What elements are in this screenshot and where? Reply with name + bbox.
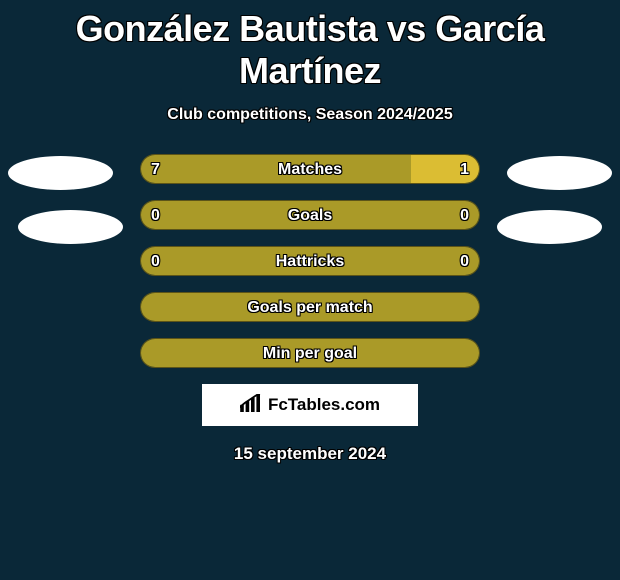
- stat-label: Goals: [141, 201, 479, 230]
- site-attribution: FcTables.com: [202, 384, 418, 426]
- stat-value-left: 0: [151, 201, 160, 230]
- stat-label: Hattricks: [141, 247, 479, 276]
- player-avatar-left-2: [18, 210, 123, 244]
- chart-icon: [240, 394, 262, 417]
- player-avatar-right-1: [507, 156, 612, 190]
- player-avatar-left-1: [8, 156, 113, 190]
- page-title: González Bautista vs García Martínez: [0, 0, 620, 92]
- comparison-bars: Matches71Goals00Hattricks00Goals per mat…: [140, 154, 480, 368]
- stat-label: Goals per match: [141, 293, 479, 322]
- stat-value-right: 0: [460, 201, 469, 230]
- stat-row: Goals0 0: [140, 200, 480, 230]
- stat-label: Matches: [141, 155, 479, 184]
- stat-value-left: 7: [151, 155, 160, 184]
- stat-row: Hattricks0 0: [140, 246, 480, 276]
- stat-value-left: 0: [151, 247, 160, 276]
- stat-label: Min per goal: [141, 339, 479, 368]
- stat-row: Min per goal: [140, 338, 480, 368]
- page-subtitle: Club competitions, Season 2024/2025: [0, 106, 620, 124]
- stat-value-right: 0: [460, 247, 469, 276]
- player-avatar-right-2: [497, 210, 602, 244]
- stat-row: Goals per match: [140, 292, 480, 322]
- comparison-content: Matches71Goals00Hattricks00Goals per mat…: [0, 154, 620, 464]
- stat-row: Matches7 1: [140, 154, 480, 184]
- site-name: FcTables.com: [268, 395, 380, 415]
- stat-value-right: 1: [460, 155, 469, 184]
- date-label: 15 september 2024: [0, 444, 620, 464]
